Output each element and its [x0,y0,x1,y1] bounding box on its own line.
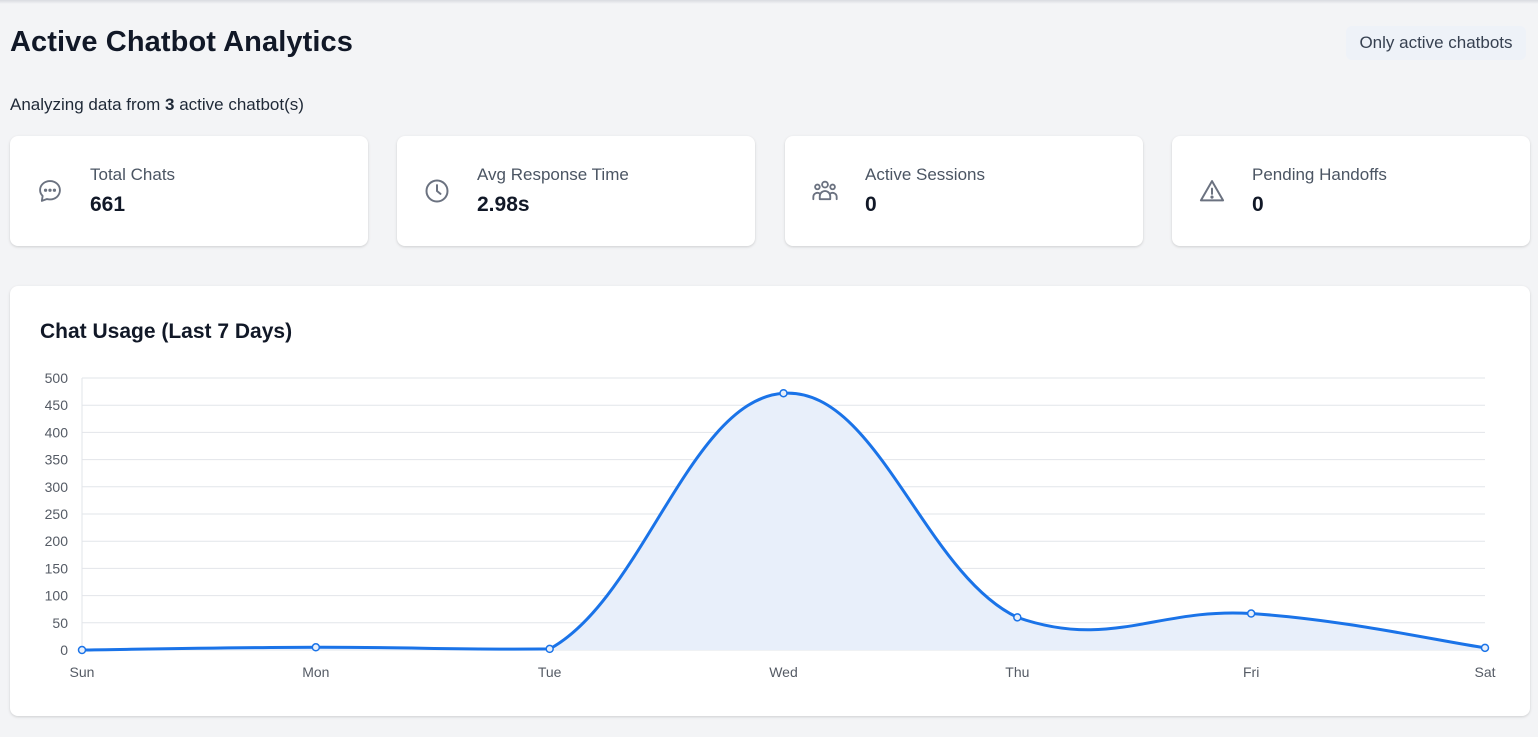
y-tick-label: 100 [45,588,69,604]
x-tick-label: Wed [769,664,798,680]
stat-card-avg-response-time: Avg Response Time 2.98s [397,136,755,246]
top-shadow [0,0,1538,4]
clock-icon [425,179,449,203]
x-tick-label: Sun [70,664,95,680]
chart-title: Chat Usage (Last 7 Days) [40,320,293,343]
y-tick-label: 400 [45,424,69,440]
data-point [545,644,554,654]
y-tick-label: 0 [60,642,68,658]
x-tick-label: Thu [1005,664,1029,680]
y-tick-label: 50 [52,615,68,631]
stat-value: 0 [865,193,877,216]
subtitle-suffix: active chatbot(s) [179,95,304,114]
area-fill [82,393,1485,650]
warning-icon [1199,180,1225,202]
data-point [1246,609,1256,618]
x-tick-label: Tue [538,664,562,680]
y-tick-label: 500 [45,370,69,386]
y-tick-label: 250 [45,506,69,522]
data-point [1480,643,1490,653]
stat-label: Total Chats [90,165,176,184]
x-tick-label: Fri [1243,664,1259,680]
data-point [779,388,788,398]
filter-badge[interactable]: Only active chatbots [1346,26,1526,60]
stat-value: 0 [1252,193,1264,216]
stat-card-pending-handoffs: Pending Handoffs 0 [1172,136,1530,246]
y-tick-label: 450 [45,397,69,413]
stat-value: 2.98s [477,193,530,216]
y-tick-label: 200 [45,533,69,549]
x-tick-label: Sat [1474,664,1495,680]
x-tick-label: Mon [302,664,329,680]
active-chatbot-count: 3 [164,95,175,114]
stat-card-active-sessions: Active Sessions 0 [785,136,1143,246]
page-title: Active Chatbot Analytics [10,26,353,58]
data-point [77,645,87,655]
chat-bubble-icon [39,180,61,202]
stat-value: 661 [90,193,126,216]
data-point [1013,613,1022,622]
users-icon [812,180,838,201]
stat-label: Pending Handoffs [1252,165,1387,184]
data-point [311,643,321,652]
chat-usage-chart: 0 50 100 150 200 250 300 350 400 450 500 Sun Mon Tue W… [45,370,1496,680]
y-tick-label: 300 [45,479,69,495]
y-tick-label: 150 [45,560,69,576]
subtitle-prefix: Analyzing data from [10,95,161,114]
stat-label: Active Sessions [865,165,985,184]
stat-label: Avg Response Time [477,165,629,184]
stat-card-total-chats: Total Chats 661 [10,136,368,246]
y-tick-label: 350 [45,452,69,468]
chart-card: Chat Usage (Last 7 Days) 0 50 100 150 200 250… [10,286,1530,716]
subtitle: Analyzing data from 3 active chatbot(s) [10,95,304,115]
